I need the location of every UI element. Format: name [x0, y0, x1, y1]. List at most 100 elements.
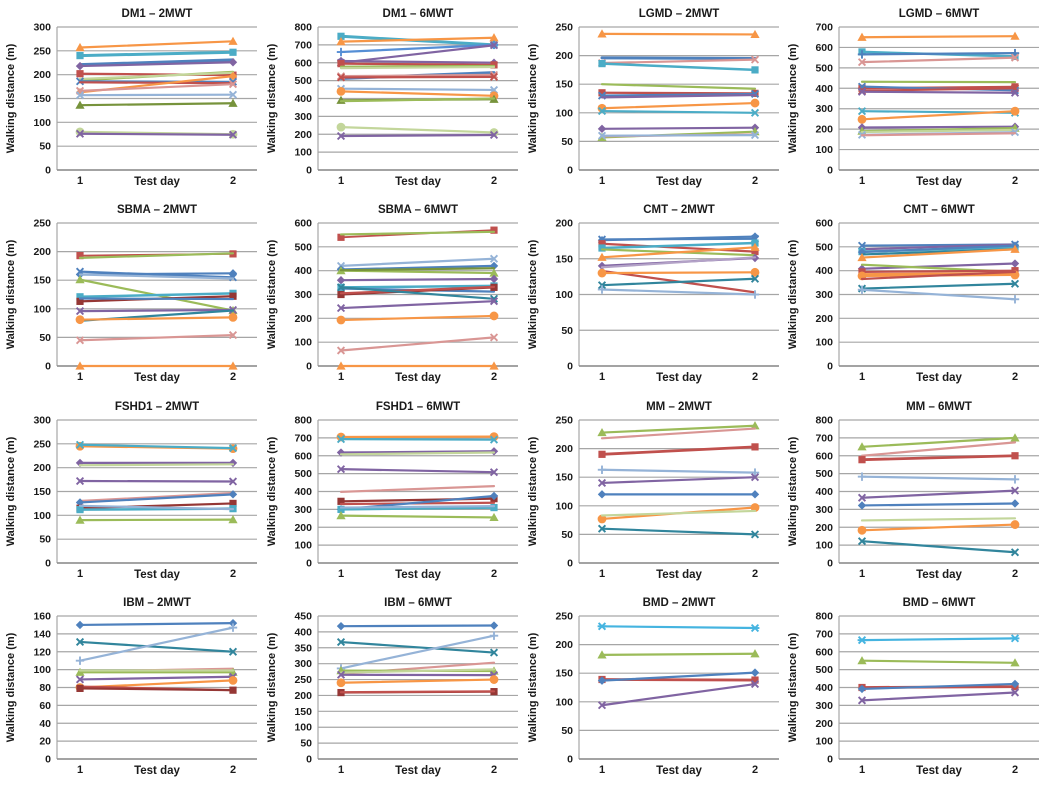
series-marker-x — [597, 107, 606, 116]
series-line — [861, 125, 1017, 129]
series-line — [78, 83, 235, 92]
chart-title: IBM – 2MWT — [123, 597, 191, 609]
series-marker-x — [336, 346, 345, 355]
series-line — [78, 72, 235, 77]
series-marker-triangle — [75, 667, 85, 676]
series-marker-x — [750, 131, 759, 140]
x-axis-title: Test day — [656, 372, 702, 384]
series-marker-circle — [1010, 519, 1020, 529]
series-line — [78, 504, 235, 510]
y-tick-label: 250 — [555, 22, 573, 34]
series-marker-triangle — [75, 515, 85, 524]
series-line — [339, 43, 495, 54]
y-tick-label: 50 — [300, 737, 312, 749]
series-marker-triangle — [857, 655, 867, 665]
y-tick-label: 400 — [816, 682, 834, 694]
chart-ibm-2mwt: 0 20 40 60 80 100 120 140 160 IBM – 2MWT Walking d… — [5, 597, 257, 777]
series-line — [861, 440, 1017, 457]
y-tick-label: 400 — [294, 265, 312, 277]
x-tick-label: 2 — [230, 764, 236, 776]
series-marker-x — [1011, 53, 1020, 62]
chart-cell-lgmd-2mwt: 0 50 100 150 200 250 LGMD – 2MWT Walking distan… — [521, 0, 783, 197]
y-tick-label: 200 — [816, 124, 834, 136]
y-tick-label: 150 — [555, 79, 573, 91]
series-line — [861, 288, 1017, 301]
series-marker-x — [750, 55, 759, 64]
series-marker-x — [75, 440, 85, 449]
series-marker-x — [336, 304, 345, 313]
series-marker-x — [489, 467, 498, 476]
y-tick-label: 300 — [294, 658, 312, 670]
series-marker-plus — [1011, 295, 1020, 304]
series-marker-x — [750, 108, 759, 117]
y-tick-label: 100 — [816, 337, 834, 349]
series-marker-triangle — [75, 100, 85, 109]
y-tick-label: 0 — [306, 557, 312, 569]
chart-cell-mm-2mwt: 0 50 100 150 200 250 MM – 2MWT Walking distance… — [521, 392, 783, 589]
x-tick-label: 1 — [77, 764, 83, 776]
y-axis-title: Walking distance (m) — [266, 436, 278, 546]
series-marker-diamond — [1011, 498, 1020, 508]
series-line — [861, 516, 1017, 522]
y-tick-label: 200 — [555, 639, 573, 651]
y-tick-label: 250 — [555, 610, 573, 622]
chart-cell-sbma-2mwt: 0 50 100 150 200 250 SBMA – 2MWT Walking distan… — [0, 196, 261, 393]
y-tick-label: 300 — [816, 700, 834, 712]
series-line — [339, 284, 495, 289]
series-line — [339, 97, 495, 103]
y-tick-label: 0 — [567, 361, 573, 373]
series-marker-x — [858, 107, 867, 116]
chart-ibm-6mwt: 0 50 100 150 200 250 300 350 400 450 IBM – 6MWT Wal… — [266, 597, 518, 777]
series-marker-triangle — [75, 361, 85, 370]
series-marker-asterisk — [857, 635, 867, 644]
series-line — [78, 81, 235, 85]
series-line — [78, 252, 235, 260]
y-tick-label: 700 — [816, 628, 834, 640]
series-marker-x — [228, 476, 238, 486]
x-tick-label: 1 — [598, 175, 604, 187]
chart-title: SBMA – 6MWT — [378, 204, 458, 216]
series-marker-x — [597, 281, 606, 290]
series-line — [339, 689, 495, 694]
series-marker-square — [76, 505, 84, 513]
y-tick-label: 150 — [33, 486, 51, 498]
series-marker-x — [75, 476, 85, 485]
series-marker-square — [229, 499, 237, 507]
series-marker-square — [597, 240, 606, 248]
series-line — [600, 475, 756, 484]
series-marker-circle — [489, 311, 499, 321]
series-marker-circle — [750, 98, 759, 108]
series-line — [861, 244, 1017, 254]
series-line — [339, 62, 495, 66]
series-marker-x — [75, 675, 85, 684]
series-marker-circle — [597, 268, 606, 278]
x-tick-label: 1 — [598, 764, 604, 776]
chart-title: FSHD1 – 2MWT — [115, 401, 199, 413]
y-tick-label: 20 — [39, 735, 51, 747]
series-marker-circle — [857, 525, 867, 535]
series-marker-x — [336, 131, 345, 141]
x-tick-label: 2 — [1012, 764, 1018, 776]
series-marker-diamond — [228, 58, 238, 67]
series-marker-plus — [1011, 48, 1020, 58]
series-line — [861, 248, 1017, 259]
series-marker-x — [1011, 486, 1020, 495]
series-marker-triangle — [336, 361, 346, 370]
y-tick-label: 0 — [45, 753, 51, 765]
series-marker-circle — [750, 502, 759, 512]
series-marker-plus — [336, 47, 345, 57]
series-marker-circle — [336, 678, 346, 687]
y-tick-label: 300 — [294, 289, 312, 301]
series-marker-square — [858, 84, 866, 92]
series-line — [600, 126, 756, 130]
series-line — [600, 424, 756, 434]
series-marker-x — [489, 297, 498, 306]
series-marker-x — [750, 679, 759, 688]
y-tick-label: 120 — [33, 646, 51, 658]
series-marker-triangle — [228, 98, 238, 107]
y-axis-title: Walking distance (m) — [787, 43, 799, 153]
y-tick-label: 300 — [294, 111, 312, 123]
y-tick-label: 100 — [294, 539, 312, 551]
series-line — [78, 492, 235, 504]
series-line — [600, 134, 756, 137]
